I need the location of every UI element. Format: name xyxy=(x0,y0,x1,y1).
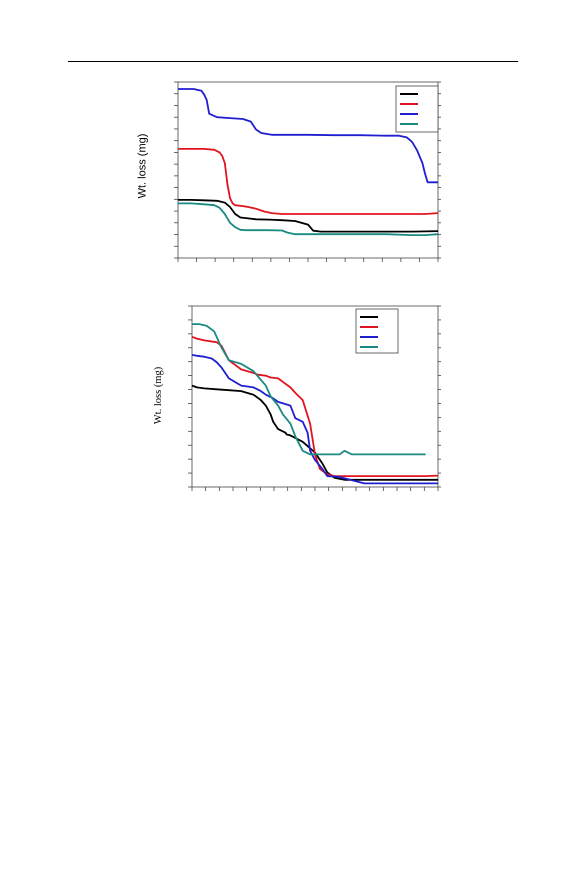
series-line-2 xyxy=(178,148,439,215)
series-line-3 xyxy=(178,88,438,184)
chart-1-ylabel: Wt. loss (mg) xyxy=(136,133,149,199)
series-line-4 xyxy=(178,202,439,236)
series-line-3 xyxy=(191,354,438,485)
series-line-1 xyxy=(178,199,439,233)
legend-box xyxy=(395,85,439,133)
chart-2-ylabel: Wt. loss (mg) xyxy=(153,366,165,425)
series-line-4 xyxy=(192,323,426,456)
series-line-1 xyxy=(191,384,438,481)
header-rule xyxy=(68,61,518,62)
chart-wt-loss-bottom xyxy=(188,305,441,491)
chart-wt-loss-top xyxy=(174,81,441,262)
